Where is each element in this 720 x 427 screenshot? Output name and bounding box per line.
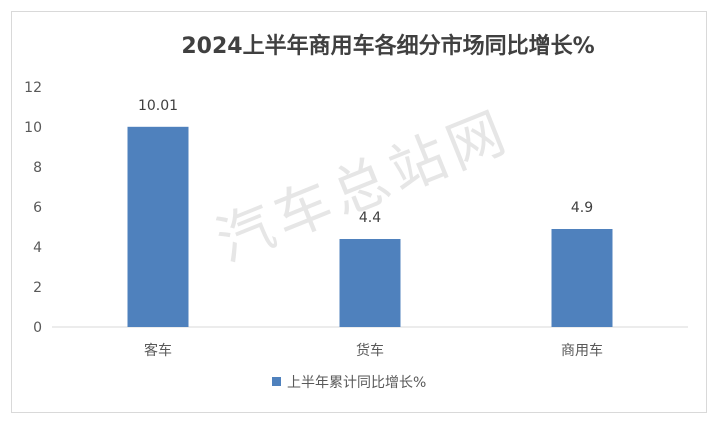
y-tick-label: 2 (33, 280, 42, 296)
y-tick-label: 8 (33, 160, 42, 176)
chart-area (11, 11, 707, 413)
y-tick-label: 12 (24, 80, 42, 96)
x-tick-label: 商用车 (561, 342, 603, 359)
legend-entry: 上半年累计同比增长% (287, 375, 426, 391)
legend: 上半年累计同比增长% (272, 375, 426, 391)
legend-swatch (272, 377, 281, 386)
x-axis-ticks: 客车 货车 商用车 (144, 342, 603, 359)
bar-series (127, 126, 613, 327)
y-axis-ticks: 0 2 4 6 8 10 12 (24, 80, 42, 336)
x-tick-label: 货车 (356, 342, 384, 359)
data-label: 4.4 (359, 210, 381, 226)
y-tick-label: 4 (33, 240, 42, 256)
data-labels: 10.01 4.4 4.9 (138, 98, 593, 226)
bar-1 (339, 239, 401, 327)
chart-title: 2024上半年商用车各细分市场同比增长% (181, 33, 594, 59)
y-tick-label: 10 (24, 120, 42, 136)
x-tick-label: 客车 (144, 342, 172, 359)
y-tick-label: 0 (33, 320, 42, 336)
data-label: 4.9 (571, 200, 593, 216)
data-label: 10.01 (138, 98, 178, 114)
bar-2 (551, 229, 613, 327)
y-tick-label: 6 (33, 200, 42, 216)
bar-0 (127, 126, 189, 327)
